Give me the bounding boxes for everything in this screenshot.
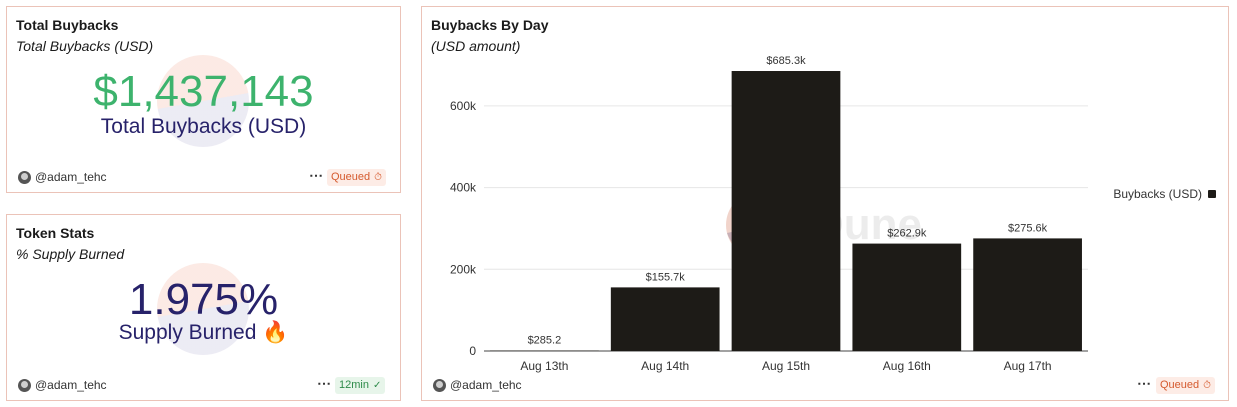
dune-watermark-icon xyxy=(157,55,249,147)
timer-icon: ⏱ xyxy=(374,172,382,183)
x-tick-label: Aug 17th xyxy=(1004,359,1052,373)
dune-watermark-icon xyxy=(157,263,249,355)
supply-burned-label: Supply Burned 🔥 xyxy=(118,321,289,344)
bar-data-label: $275.6k xyxy=(1008,222,1048,234)
status-badge[interactable]: Queued ⏱ xyxy=(1156,377,1215,394)
bar-labels: $285.2 $155.7k $685.3k $262.9k $275.6k xyxy=(528,55,1048,346)
status-badge[interactable]: Queued ⏱ xyxy=(327,169,386,186)
bar-data-label: $262.9k xyxy=(887,228,927,240)
x-tick-label: Aug 16th xyxy=(883,359,931,373)
x-tick-label: Aug 13th xyxy=(520,359,568,373)
legend-swatch xyxy=(1208,190,1216,198)
chart-title: Buybacks By Day xyxy=(431,17,549,33)
bars xyxy=(490,71,1082,352)
avatar xyxy=(18,170,31,184)
y-tick-label: 400k xyxy=(450,181,477,195)
card-footer: @adam_tehc ⋯ Queued ⏱ xyxy=(422,372,1228,400)
total-buybacks-label: Total Buybacks (USD) xyxy=(100,115,307,138)
timer-icon: ⏱ xyxy=(1203,380,1211,391)
bar[interactable] xyxy=(852,243,962,351)
bar-data-label: $155.7k xyxy=(646,271,686,283)
chart-legend[interactable]: Buybacks (USD) xyxy=(1113,187,1216,201)
author-link[interactable]: @adam_tehc xyxy=(433,378,522,392)
x-tick-label: Aug 15th xyxy=(762,359,810,373)
author-link[interactable]: @adam_tehc xyxy=(18,378,107,392)
chart-subtitle: (USD amount) xyxy=(431,38,521,54)
y-tick-label: 0 xyxy=(469,344,476,358)
more-options-icon[interactable]: ⋯ xyxy=(309,167,324,183)
more-options-icon[interactable]: ⋯ xyxy=(317,375,332,391)
y-tick-label: 600k xyxy=(450,99,477,113)
avatar xyxy=(433,378,446,392)
legend-label: Buybacks (USD) xyxy=(1113,187,1202,201)
author-name: @adam_tehc xyxy=(35,378,107,392)
status-text: Queued xyxy=(1160,379,1200,391)
y-axis: 0 200k 400k 600k xyxy=(450,99,477,358)
total-buybacks-title: Total Buybacks xyxy=(16,17,119,33)
token-stats-card: Token Stats % Supply Burned 1.975% Suppl… xyxy=(6,214,401,401)
avatar xyxy=(18,378,31,392)
total-buybacks-card: Total Buybacks Total Buybacks (USD) $1,4… xyxy=(6,6,401,193)
author-link[interactable]: @adam_tehc xyxy=(18,170,107,184)
token-stats-title: Token Stats xyxy=(16,225,95,241)
more-options-icon[interactable]: ⋯ xyxy=(1137,375,1152,391)
author-name: @adam_tehc xyxy=(450,378,522,392)
y-tick-label: 200k xyxy=(450,262,477,276)
card-footer: @adam_tehc ⋯ 12min ✓ xyxy=(7,372,400,400)
total-buybacks-subtitle: Total Buybacks (USD) xyxy=(16,38,154,54)
total-buybacks-value: $1,437,143 xyxy=(93,67,314,116)
card-footer: @adam_tehc ⋯ Queued ⏱ xyxy=(7,164,400,192)
supply-burned-value: 1.975% xyxy=(128,275,279,324)
x-tick-label: Aug 14th xyxy=(641,359,689,373)
status-text: Queued xyxy=(331,171,371,183)
author-name: @adam_tehc xyxy=(35,170,107,184)
bar[interactable] xyxy=(610,287,720,351)
bar[interactable] xyxy=(490,350,599,352)
bar-data-label: $285.2 xyxy=(528,335,562,347)
buybacks-chart-card: Buybacks By Day (USD amount) Dune 0 200k 4… xyxy=(421,6,1229,401)
status-text: 12min xyxy=(339,379,369,391)
bar[interactable] xyxy=(973,238,1082,351)
status-badge[interactable]: 12min ✓ xyxy=(335,377,386,394)
token-stats-subtitle: % Supply Burned xyxy=(16,246,125,262)
check-circle-icon: ✓ xyxy=(372,380,382,391)
bar-data-label: $685.3k xyxy=(766,55,806,67)
x-axis: Aug 13th Aug 14th Aug 15th Aug 16th Aug 17th xyxy=(520,359,1051,373)
bar[interactable] xyxy=(731,71,841,352)
